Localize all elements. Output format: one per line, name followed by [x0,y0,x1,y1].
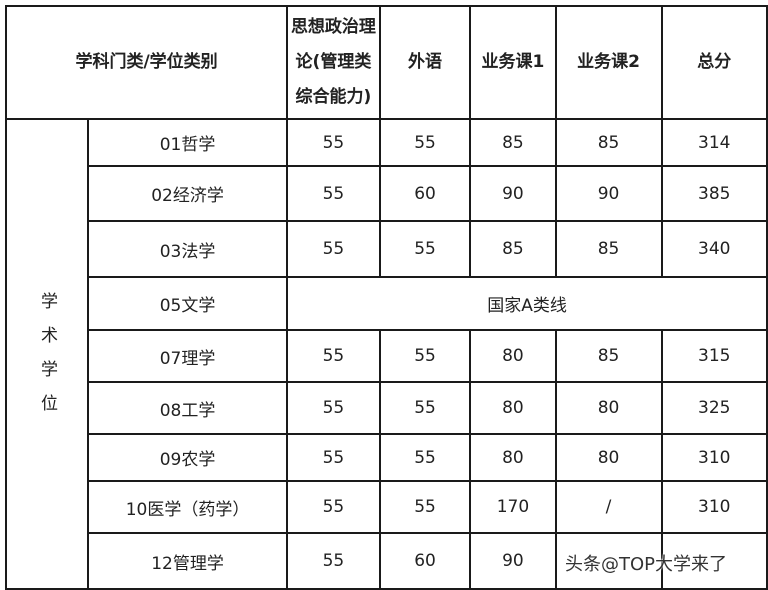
header-course1: 业务课1 [469,5,557,120]
course2-score: 85 [554,329,663,383]
politics-score: 55 [286,433,381,482]
subject-name: 12管理学 [86,532,289,590]
course1-score: 170 [469,480,557,534]
foreign-score: 55 [378,329,472,383]
foreign-score: 55 [378,118,472,167]
course1-score: 90 [469,532,557,590]
politics-score: 55 [286,165,381,222]
course1-score: 85 [469,118,557,167]
subject-name: 02经济学 [86,165,289,222]
table-row: 08工学 55 55 80 80 325 [6,381,768,435]
header-category: 学科门类/学位类别 [4,5,289,120]
total-score: 340 [660,220,768,278]
total-score [660,532,768,590]
course1-score: 80 [469,381,557,435]
politics-score: 55 [286,480,381,534]
total-score: 314 [660,118,768,167]
total-score: 315 [660,329,768,383]
merged-cell: 国家A类线 [286,276,768,331]
header-politics-line: 思想政治理 [290,17,376,37]
subject-name: 03法学 [86,220,289,278]
foreign-score: 55 [378,381,472,435]
header-politics: 思想政治理 论(管理类 综合能力) [286,5,381,120]
course2-score [554,532,663,590]
course2-score: 85 [554,220,663,278]
total-score: 325 [660,381,768,435]
subject-name: 10医学（药学） [86,480,289,534]
table-row: 02经济学 55 60 90 90 385 [6,165,768,222]
course1-score: 85 [469,220,557,278]
politics-score: 55 [286,381,381,435]
score-table: 学科门类/学位类别 思想政治理 论(管理类 综合能力) 外语 业务课1 业务课2… [4,5,768,590]
header-total: 总分 [660,5,768,120]
politics-score: 55 [286,118,381,167]
header-politics-line: 论(管理类 [295,52,372,72]
total-score: 310 [660,433,768,482]
subject-name: 07理学 [86,329,289,383]
table-row: 03法学 55 55 85 85 340 [6,220,768,278]
course2-score: 85 [554,118,663,167]
subject-name: 05文学 [86,276,289,331]
course2-score: 80 [554,433,663,482]
course2-score: / [554,480,663,534]
table-row: 05文学 国家A类线 [6,276,768,331]
subject-name: 08工学 [86,381,289,435]
course2-score: 80 [554,381,663,435]
course1-score: 80 [469,329,557,383]
foreign-score: 60 [378,532,472,590]
group-cell: 学术学位 [5,118,89,590]
header-foreign: 外语 [378,5,472,120]
total-score: 385 [660,165,768,222]
header-politics-line: 综合能力) [295,87,372,107]
course1-score: 80 [469,433,557,482]
foreign-score: 60 [378,165,472,222]
foreign-score: 55 [378,433,472,482]
course2-score: 90 [554,165,663,222]
subject-name: 01哲学 [86,118,289,167]
header-course2: 业务课2 [554,5,663,120]
group-label: 学术学位 [37,292,57,428]
foreign-score: 55 [378,480,472,534]
total-score: 310 [660,480,768,534]
table-row: 12管理学 55 60 90 [6,532,768,590]
course1-score: 90 [469,165,557,222]
table-row: 09农学 55 55 80 80 310 [6,433,768,482]
politics-score: 55 [286,220,381,278]
politics-score: 55 [286,532,381,590]
foreign-score: 55 [378,220,472,278]
table-row: 10医学（药学） 55 55 170/310 [6,480,768,534]
table-row: 学术学位 01哲学 55 55 85 85 314 [5,118,768,590]
subject-name: 09农学 [86,433,289,482]
header-row: 学科门类/学位类别 思想政治理 论(管理类 综合能力) 外语 业务课1 业务课2… [4,5,768,120]
table-row: 07理学 55 55 80 85 315 [6,329,768,383]
politics-score: 55 [286,329,381,383]
